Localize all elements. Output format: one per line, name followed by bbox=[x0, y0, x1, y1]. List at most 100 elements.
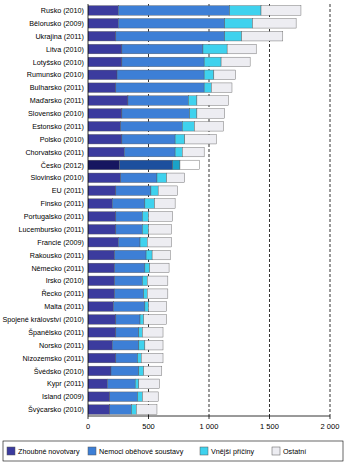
category-label: EU (2011) bbox=[52, 186, 84, 195]
bar-segment bbox=[88, 160, 119, 170]
bar-segment bbox=[203, 44, 227, 54]
bar-segment bbox=[119, 160, 172, 170]
tick bbox=[88, 416, 89, 419]
category-label: Švédsko (2010) bbox=[34, 367, 84, 376]
category-label: Portugalsko (2011) bbox=[24, 212, 84, 221]
bar-segment bbox=[167, 173, 185, 183]
category-label: Malta (2011) bbox=[44, 302, 84, 311]
category-label: Rusko (2010) bbox=[41, 6, 84, 15]
category-label: Bělorusko (2009) bbox=[29, 19, 84, 28]
bar-segment bbox=[88, 340, 112, 350]
bar-segment bbox=[135, 379, 139, 389]
bar-segment bbox=[197, 109, 225, 119]
bar-segment bbox=[146, 250, 152, 260]
category-label: Spojené království (2010) bbox=[2, 315, 84, 324]
category-label: Řecko (2011) bbox=[41, 289, 84, 298]
tick-label: 1 500 bbox=[260, 422, 279, 431]
bar-segment bbox=[88, 276, 115, 286]
tick-label: 500 bbox=[142, 422, 155, 431]
bar-segment bbox=[145, 199, 155, 209]
legend-label: Vnější příčiny bbox=[211, 447, 255, 456]
bar-segment bbox=[118, 237, 140, 247]
bar-segment bbox=[142, 212, 148, 222]
bar-segment bbox=[175, 147, 182, 157]
category-label: Německo (2011) bbox=[31, 264, 84, 273]
legend-label: Nemoci oběhové soustavy bbox=[99, 447, 184, 456]
bar-segment bbox=[142, 392, 158, 402]
bar-segment bbox=[116, 31, 225, 41]
bar-segment bbox=[88, 353, 116, 363]
legend-swatch bbox=[88, 447, 96, 455]
bar-segment bbox=[204, 83, 211, 93]
tick bbox=[330, 416, 331, 419]
bar-segment bbox=[139, 340, 145, 350]
bar-segment bbox=[115, 276, 143, 286]
bar-segment bbox=[112, 340, 139, 350]
bar-segment bbox=[142, 225, 148, 235]
tick bbox=[148, 416, 149, 419]
category-label: Švýcarsko (2010) bbox=[28, 405, 84, 414]
bar-segment bbox=[118, 19, 224, 29]
bar-segment bbox=[182, 122, 194, 132]
bar-segment bbox=[147, 237, 171, 247]
tick-label: 1 000 bbox=[200, 422, 219, 431]
bar-segment bbox=[116, 353, 138, 363]
bar-segment bbox=[121, 122, 183, 132]
category-label: Česko (2012) bbox=[41, 161, 84, 170]
bar-segment bbox=[115, 289, 144, 299]
bar-segment bbox=[140, 315, 144, 325]
bar-segment bbox=[145, 302, 149, 312]
bar-segment bbox=[145, 340, 163, 350]
bar-segment bbox=[225, 31, 242, 41]
legend-frame bbox=[3, 441, 343, 461]
bar-segment bbox=[149, 302, 167, 312]
bar-segment bbox=[111, 366, 139, 376]
bar-segment bbox=[88, 6, 118, 16]
bar-segment bbox=[107, 379, 135, 389]
bar-segment bbox=[116, 315, 140, 325]
bar-segment bbox=[150, 263, 169, 273]
category-label: Kypr (2011) bbox=[47, 379, 84, 388]
bar-segment bbox=[88, 19, 118, 29]
bar-segment bbox=[88, 250, 115, 260]
legend-swatch bbox=[272, 447, 280, 455]
tick-label: 0 bbox=[86, 422, 90, 431]
bar-segment bbox=[155, 199, 176, 209]
bar-segment bbox=[227, 44, 256, 54]
bar-segment bbox=[88, 186, 116, 196]
bar-segment bbox=[141, 353, 163, 363]
bar-segment bbox=[132, 405, 137, 415]
bar-segment bbox=[110, 392, 138, 402]
category-label: Lucembursko (2011) bbox=[19, 225, 84, 234]
bar-segment bbox=[147, 276, 168, 286]
bar-segment bbox=[185, 134, 216, 144]
bar-segment bbox=[116, 186, 151, 196]
category-label: Francie (2009) bbox=[37, 238, 84, 247]
bar-segment bbox=[149, 212, 173, 222]
bar-segment bbox=[139, 379, 160, 389]
bar-segment bbox=[136, 405, 157, 415]
bar-segment bbox=[242, 31, 283, 41]
category-label: Finsko (2011) bbox=[41, 199, 84, 208]
bar-segment bbox=[138, 353, 142, 363]
bar-segment bbox=[182, 147, 204, 157]
bar-segment bbox=[88, 31, 116, 41]
bar-segment bbox=[144, 366, 162, 376]
bar-segment bbox=[121, 173, 157, 183]
bar-segment bbox=[139, 328, 143, 338]
bar-segment bbox=[151, 186, 158, 196]
category-label: Chorvatsko (2011) bbox=[25, 148, 84, 157]
bar-segment bbox=[145, 263, 150, 273]
legend-swatch bbox=[7, 447, 15, 455]
bar-segment bbox=[180, 160, 199, 170]
bar-segment bbox=[173, 160, 180, 170]
bar-segment bbox=[142, 276, 147, 286]
bar-segment bbox=[88, 212, 116, 222]
bar-segment bbox=[140, 237, 147, 247]
bar-segment bbox=[115, 263, 145, 273]
bar-segment bbox=[144, 289, 148, 299]
legend-label: Zhoubné novotvary bbox=[18, 447, 80, 456]
bar-segment bbox=[88, 44, 122, 54]
tick bbox=[209, 416, 210, 419]
bar-segment bbox=[147, 289, 168, 299]
